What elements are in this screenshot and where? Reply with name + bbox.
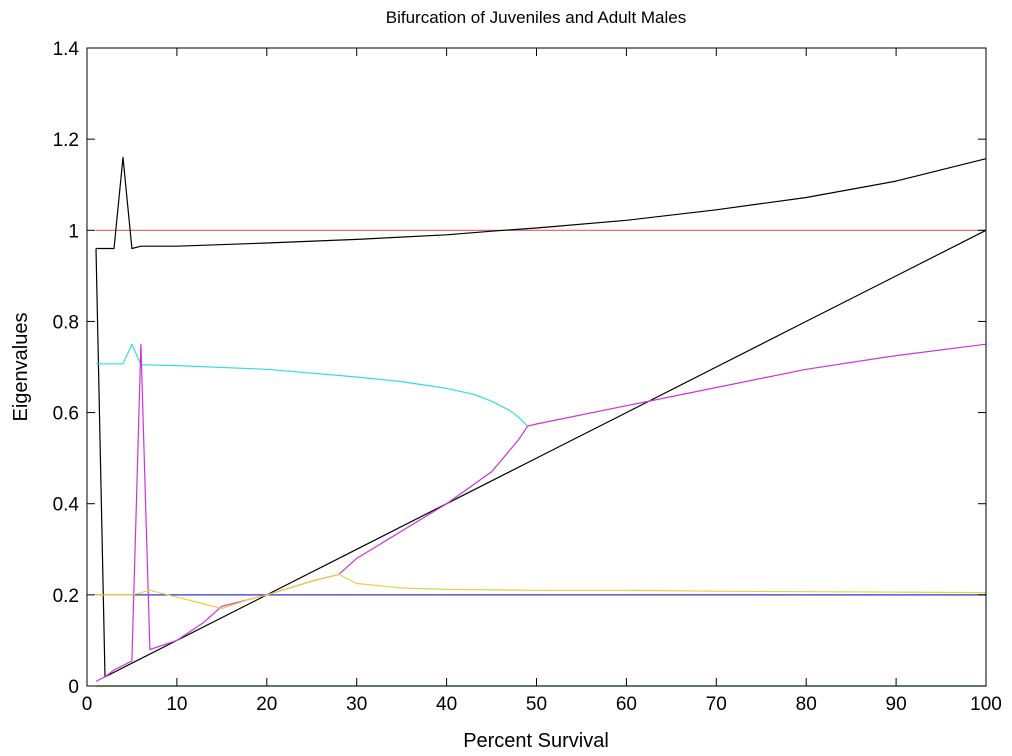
x-tick-label: 40 bbox=[436, 694, 457, 715]
x-tick-label: 100 bbox=[970, 694, 1002, 715]
series-line-8 bbox=[96, 573, 987, 610]
y-tick-label: 0 bbox=[68, 677, 79, 698]
x-axis: 0 10 20 30 40 50 60 70 80 90 100 bbox=[82, 48, 1002, 715]
x-tick-label: 70 bbox=[706, 694, 727, 715]
x-axis-label: Percent Survival bbox=[463, 730, 609, 752]
x-tick-label: 80 bbox=[796, 694, 817, 715]
series-line-4 bbox=[96, 156, 987, 250]
series-line-5 bbox=[95, 229, 987, 678]
x-tick-label: 20 bbox=[256, 694, 277, 715]
y-tick-label: 0.2 bbox=[53, 586, 79, 607]
y-axis: 0 0.2 0.4 0.6 0.8 1 1.2 1.4 bbox=[53, 39, 986, 698]
y-tick-label: 1 bbox=[68, 221, 79, 242]
x-tick-label: 50 bbox=[526, 694, 547, 715]
y-tick-label: 0.4 bbox=[53, 495, 80, 516]
y-tick-label: 1.4 bbox=[53, 39, 80, 60]
series-layer bbox=[95, 156, 987, 687]
y-axis-label: Eigenvalues bbox=[10, 313, 32, 422]
y-tick-label: 0.6 bbox=[53, 404, 79, 425]
x-tick-label: 10 bbox=[166, 694, 187, 715]
x-tick-label: 0 bbox=[82, 694, 93, 715]
y-tick-label: 1.2 bbox=[53, 130, 79, 151]
y-tick-label: 0.8 bbox=[53, 312, 79, 333]
x-tick-label: 60 bbox=[616, 694, 637, 715]
series-line-6 bbox=[96, 343, 528, 427]
x-tick-label: 30 bbox=[346, 694, 367, 715]
chart-title: Bifurcation of Juveniles and Adult Males bbox=[386, 8, 687, 27]
series-line-7 bbox=[95, 343, 987, 682]
x-tick-label: 90 bbox=[886, 694, 907, 715]
